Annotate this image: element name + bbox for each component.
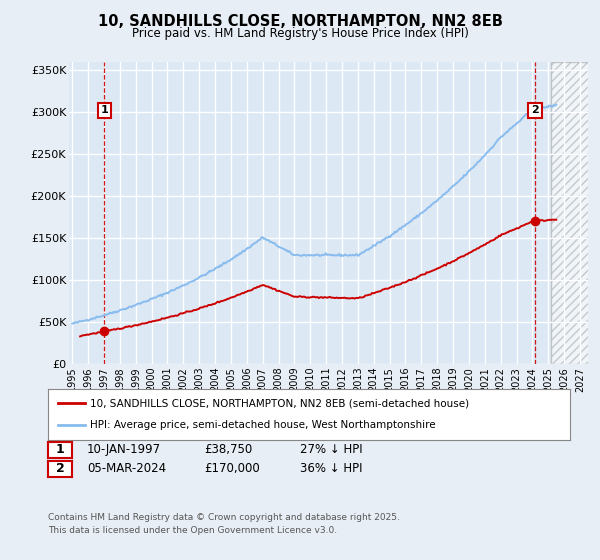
Text: 1: 1: [56, 443, 64, 456]
Text: 2: 2: [56, 462, 64, 475]
Text: 36% ↓ HPI: 36% ↓ HPI: [300, 462, 362, 475]
Text: HPI: Average price, semi-detached house, West Northamptonshire: HPI: Average price, semi-detached house,…: [90, 421, 436, 431]
Text: £38,750: £38,750: [204, 443, 252, 456]
Text: 05-MAR-2024: 05-MAR-2024: [87, 462, 166, 475]
Text: 27% ↓ HPI: 27% ↓ HPI: [300, 443, 362, 456]
Bar: [551, 62, 600, 364]
Text: 10, SANDHILLS CLOSE, NORTHAMPTON, NN2 8EB: 10, SANDHILLS CLOSE, NORTHAMPTON, NN2 8E…: [98, 14, 502, 29]
Text: Contains HM Land Registry data © Crown copyright and database right 2025.: Contains HM Land Registry data © Crown c…: [48, 514, 400, 522]
Text: £170,000: £170,000: [204, 462, 260, 475]
Text: 2: 2: [531, 105, 539, 115]
Text: 1: 1: [101, 105, 108, 115]
Text: This data is licensed under the Open Government Licence v3.0.: This data is licensed under the Open Gov…: [48, 526, 337, 535]
Text: Price paid vs. HM Land Registry's House Price Index (HPI): Price paid vs. HM Land Registry's House …: [131, 27, 469, 40]
Text: 10, SANDHILLS CLOSE, NORTHAMPTON, NN2 8EB (semi-detached house): 10, SANDHILLS CLOSE, NORTHAMPTON, NN2 8E…: [90, 398, 469, 408]
Text: 10-JAN-1997: 10-JAN-1997: [87, 443, 161, 456]
